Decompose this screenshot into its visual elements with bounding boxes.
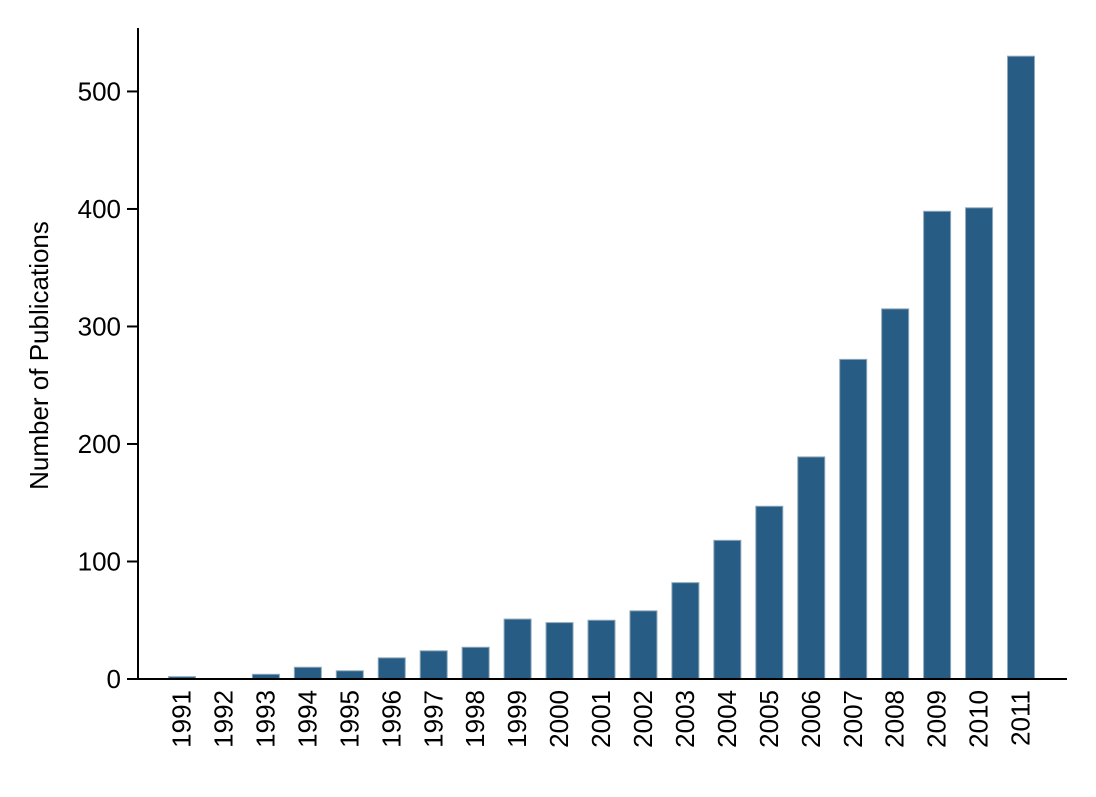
y-tick-label: 400 — [78, 194, 121, 224]
x-tick-label: 2003 — [670, 690, 700, 748]
x-tick-label: 1998 — [460, 690, 490, 748]
bar-1997 — [419, 650, 448, 680]
x-tick-label: 1996 — [376, 690, 406, 748]
x-tick-label: 1997 — [418, 690, 448, 748]
bar-1994 — [293, 666, 322, 680]
x-tick-label: 2010 — [964, 690, 994, 748]
bar-2011 — [1007, 55, 1035, 680]
x-tick-label: 2007 — [838, 690, 868, 748]
bar-2000 — [545, 622, 574, 680]
bar-2010 — [965, 207, 994, 680]
x-tick-label: 2002 — [628, 690, 658, 748]
bar-1998 — [461, 646, 490, 680]
x-tick-label: 2008 — [880, 690, 910, 748]
bar-2005 — [755, 505, 784, 680]
x-tick-label: 1992 — [209, 690, 239, 748]
x-tick-label: 1994 — [292, 690, 322, 748]
x-tick-label: 2000 — [544, 690, 574, 748]
x-tick-label: 2009 — [922, 690, 952, 748]
x-tick-label: 1991 — [167, 690, 197, 748]
bar-1996 — [377, 657, 406, 680]
bar-2001 — [587, 619, 616, 680]
bar-1995 — [335, 670, 364, 680]
bar-2008 — [881, 308, 910, 680]
bar-2007 — [839, 358, 868, 680]
bar-2006 — [797, 456, 826, 680]
y-tick-label: 0 — [107, 664, 121, 694]
bar-2003 — [671, 582, 700, 680]
y-tick-label: 500 — [78, 77, 121, 107]
x-tick-label: 2011 — [1006, 690, 1036, 746]
x-tick-label: 2001 — [586, 690, 616, 748]
x-tick-label: 2006 — [796, 690, 826, 748]
x-tick-label: 2005 — [754, 690, 784, 748]
bar-1999 — [503, 618, 532, 680]
bar-2002 — [629, 610, 658, 680]
x-tick-label: 1995 — [334, 690, 364, 748]
bar-2004 — [713, 539, 742, 680]
x-tick-label: 2004 — [712, 690, 742, 748]
bar-2009 — [923, 210, 952, 680]
x-tick-label: 1999 — [502, 690, 532, 748]
x-tick-label: 1993 — [250, 690, 280, 748]
y-tick-label: 300 — [78, 312, 121, 342]
y-tick-label: 200 — [78, 429, 121, 459]
y-axis-title: Number of Publications — [24, 221, 54, 490]
y-tick-label: 100 — [78, 547, 121, 577]
